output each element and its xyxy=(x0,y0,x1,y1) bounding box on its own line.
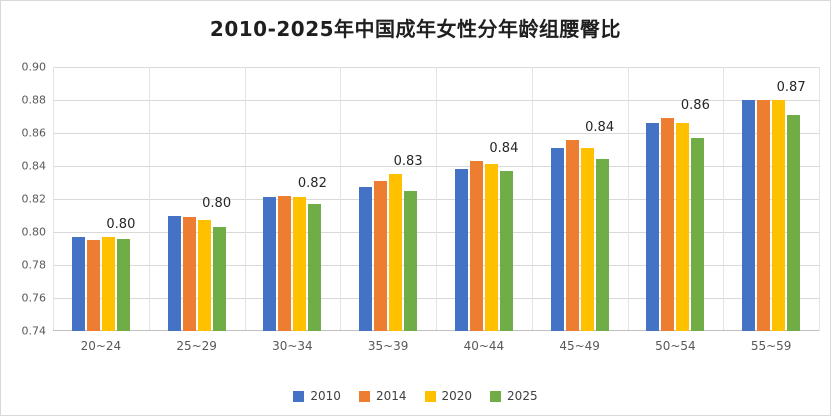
legend-swatch-2025 xyxy=(490,390,502,402)
plot-area: 0.74 0.76 0.78 0.80 0.82 0.84 0.86 0.88 0.90 0.80… xyxy=(22,61,820,353)
x-axis-category-label: 50~54 xyxy=(655,339,696,353)
y-axis-tick-label: 0.88 xyxy=(21,93,47,107)
x-axis-category-label: 45~49 xyxy=(559,339,600,353)
category-gridline xyxy=(819,67,820,331)
x-axis-category-label: 40~44 xyxy=(463,339,505,353)
bar-2025-55~59 xyxy=(787,114,801,331)
bar-2010-30~34 xyxy=(263,197,277,331)
y-axis-tick-label: 0.74 xyxy=(21,324,47,338)
category-gridline xyxy=(436,67,437,331)
legend-label-2010: 2010 xyxy=(310,389,341,403)
x-axis-line xyxy=(53,330,819,331)
data-label: 0.84 xyxy=(489,141,519,157)
bar-2020-30~34 xyxy=(293,197,307,331)
bar-2014-40~44 xyxy=(469,161,483,331)
legend-label-2014: 2014 xyxy=(375,389,407,403)
category-gridline xyxy=(723,67,725,331)
x-axis-category-label: 30~34 xyxy=(272,339,313,353)
legend-label-2020: 2020 xyxy=(441,389,473,403)
bar-2014-25~29 xyxy=(182,217,196,331)
legend-label-2025: 2025 xyxy=(507,389,538,403)
bar-2014-55~59 xyxy=(757,100,771,331)
bar-2020-45~49 xyxy=(580,147,594,331)
bar-2020-55~59 xyxy=(772,100,786,331)
legend-item-2025: 2025 xyxy=(490,389,538,403)
bar-2025-25~29 xyxy=(212,227,226,331)
bar-2010-45~49 xyxy=(550,147,564,331)
bar-2025-50~54 xyxy=(691,137,705,331)
data-label: 0.80 xyxy=(202,195,232,211)
bar-2020-35~39 xyxy=(389,174,403,331)
bar-2010-20~24 xyxy=(71,236,85,331)
y-axis-tick-label: 0.80 xyxy=(21,225,47,239)
legend-item-2014: 2014 xyxy=(358,389,407,403)
data-label: 0.83 xyxy=(393,154,423,170)
bar-2010-40~44 xyxy=(454,169,468,331)
legend-item-2010: 2010 xyxy=(293,389,341,403)
data-label: 0.86 xyxy=(680,98,710,114)
legend-swatch-2010 xyxy=(293,390,305,402)
data-label: 0.82 xyxy=(297,175,327,191)
x-axis-category-label: 35~39 xyxy=(367,339,409,353)
legend: 2010 2014 2020 2025 xyxy=(1,389,830,403)
y-axis-tick-label: 0.86 xyxy=(21,126,47,140)
category-gridline xyxy=(53,67,54,331)
category-gridline xyxy=(148,67,150,331)
y-axis-tick-label: 0.78 xyxy=(21,258,47,272)
bar-2014-20~24 xyxy=(86,240,100,331)
y-axis-tick-label: 0.84 xyxy=(21,159,47,173)
data-label: 0.87 xyxy=(776,80,806,95)
bar-2025-40~44 xyxy=(499,170,513,331)
bar-2020-40~44 xyxy=(484,164,498,331)
x-axis-category-label: 55~59 xyxy=(750,339,792,353)
bar-2025-20~24 xyxy=(116,238,130,331)
bar-2025-45~49 xyxy=(595,159,609,331)
legend-swatch-2014 xyxy=(358,390,370,402)
y-axis-tick-label: 0.90 xyxy=(21,60,47,74)
bar-2020-25~29 xyxy=(197,220,211,331)
bar-2014-30~34 xyxy=(278,195,292,331)
category-gridline xyxy=(244,67,246,331)
x-axis-category-label: 20~24 xyxy=(80,339,122,353)
category-gridline xyxy=(627,67,629,331)
data-label: 0.84 xyxy=(585,119,615,135)
legend-swatch-2020 xyxy=(424,390,436,402)
bar-2014-50~54 xyxy=(661,118,675,331)
bar-2010-35~39 xyxy=(359,187,373,331)
bar-2010-55~59 xyxy=(742,100,756,331)
category-gridline xyxy=(340,67,342,331)
bar-2025-35~39 xyxy=(404,190,418,331)
bar-2010-50~54 xyxy=(646,123,660,331)
bar-2014-35~39 xyxy=(374,180,388,331)
legend-item-2020: 2020 xyxy=(424,389,473,403)
data-label: 0.80 xyxy=(106,216,136,232)
y-axis-tick-label: 0.76 xyxy=(21,291,47,305)
bar-2014-45~49 xyxy=(565,139,579,331)
bar-2020-20~24 xyxy=(101,236,115,331)
chart-title: 2010-2025年中国成年女性分年龄组腰臀比 xyxy=(209,17,622,41)
bar-2010-25~29 xyxy=(167,215,181,331)
category-gridline xyxy=(531,67,533,331)
y-axis-tick-label: 0.82 xyxy=(21,192,47,206)
x-axis-category-label: 25~29 xyxy=(176,339,217,353)
bar-2025-30~34 xyxy=(308,203,322,331)
bar-2020-50~54 xyxy=(676,123,690,331)
